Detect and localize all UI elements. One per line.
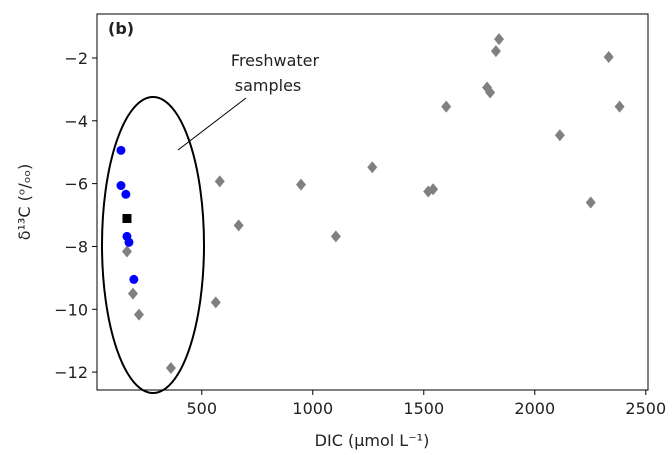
point [330, 230, 341, 243]
panel-label: (b) [108, 19, 134, 38]
point [490, 45, 501, 58]
annotation-ellipse [101, 96, 205, 394]
point [441, 100, 452, 113]
point [494, 33, 505, 46]
point [133, 308, 144, 321]
y-axis-label: δ¹³C (ᵒ/ₒₒ) [15, 164, 34, 241]
point [214, 175, 225, 188]
point [124, 237, 134, 247]
point [554, 129, 565, 142]
point [165, 362, 176, 375]
y-tick-label: −6 [64, 175, 88, 194]
point [116, 181, 126, 191]
y-tick-label: −12 [54, 363, 88, 382]
x-tick-label: 1500 [403, 399, 444, 418]
y-tick-label: −8 [64, 237, 88, 256]
point [367, 161, 378, 174]
point [121, 189, 131, 199]
y-tick-label: −4 [64, 112, 88, 131]
annotation-arrow [177, 97, 247, 151]
point [296, 178, 307, 191]
point [127, 287, 138, 300]
y-tick-label: −10 [54, 300, 88, 319]
point [121, 245, 132, 258]
plot-frame [96, 13, 649, 391]
point [210, 296, 221, 309]
y-tick-label: −2 [64, 49, 88, 68]
point [614, 100, 625, 113]
annotation-line: samples [235, 76, 302, 95]
x-tick-label: 2000 [514, 399, 555, 418]
point [585, 196, 596, 209]
point [233, 219, 244, 232]
point [116, 145, 126, 155]
point [122, 213, 132, 223]
point [428, 183, 439, 196]
x-tick-label: 2500 [625, 399, 666, 418]
x-tick-label: 1000 [292, 399, 333, 418]
point [129, 274, 139, 284]
x-axis-label: DIC (μmol L⁻¹) [315, 431, 430, 450]
annotation-line: Freshwater [231, 51, 320, 70]
point [603, 51, 614, 64]
x-tick-label: 500 [187, 399, 218, 418]
point [485, 86, 496, 99]
